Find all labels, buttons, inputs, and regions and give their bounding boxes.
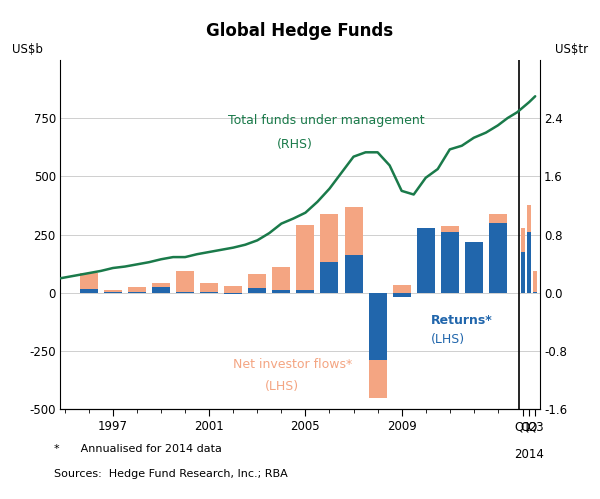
Bar <box>176 291 194 293</box>
Bar <box>527 232 531 293</box>
Bar <box>104 291 122 293</box>
Text: (LHS): (LHS) <box>431 333 464 346</box>
Bar <box>104 290 122 293</box>
Bar <box>152 287 170 293</box>
Bar <box>527 206 531 293</box>
Bar <box>272 290 290 293</box>
Bar <box>200 283 218 293</box>
Bar <box>224 293 242 294</box>
Text: Returns*: Returns* <box>431 314 492 327</box>
Bar <box>248 274 266 293</box>
Text: Global Hedge Funds: Global Hedge Funds <box>206 22 394 40</box>
Bar <box>128 287 146 293</box>
Bar <box>152 283 170 293</box>
Text: 2014: 2014 <box>514 448 544 461</box>
Bar <box>392 284 410 293</box>
Bar <box>533 270 537 293</box>
Bar <box>368 293 386 398</box>
Bar <box>416 228 435 293</box>
Bar <box>80 289 98 293</box>
Text: Total funds under management: Total funds under management <box>229 114 425 127</box>
Bar <box>368 293 386 360</box>
Bar <box>489 223 507 293</box>
Bar <box>320 214 338 293</box>
Text: Sources:  Hedge Fund Research, Inc.; RBA: Sources: Hedge Fund Research, Inc.; RBA <box>54 469 288 479</box>
Bar <box>533 291 537 293</box>
Bar <box>296 290 314 293</box>
Bar <box>344 207 362 293</box>
Text: US$tr: US$tr <box>555 43 588 56</box>
Bar <box>272 267 290 293</box>
Bar <box>441 227 459 293</box>
Text: US$b: US$b <box>12 43 43 56</box>
Text: *      Annualised for 2014 data: * Annualised for 2014 data <box>54 444 222 454</box>
Bar <box>224 286 242 293</box>
Bar <box>80 273 98 293</box>
Bar <box>521 252 525 293</box>
Text: Net investor flows*: Net investor flows* <box>233 358 352 371</box>
Bar <box>344 255 362 293</box>
Bar <box>320 262 338 293</box>
Bar <box>296 225 314 293</box>
Bar <box>248 288 266 293</box>
Bar <box>441 232 459 293</box>
Text: (RHS): (RHS) <box>277 138 313 151</box>
Text: (LHS): (LHS) <box>265 380 299 393</box>
Bar <box>176 270 194 293</box>
Bar <box>465 242 483 293</box>
Bar <box>521 228 525 293</box>
Bar <box>489 214 507 293</box>
Bar <box>392 293 410 297</box>
Bar <box>416 230 435 293</box>
Bar <box>465 267 483 293</box>
